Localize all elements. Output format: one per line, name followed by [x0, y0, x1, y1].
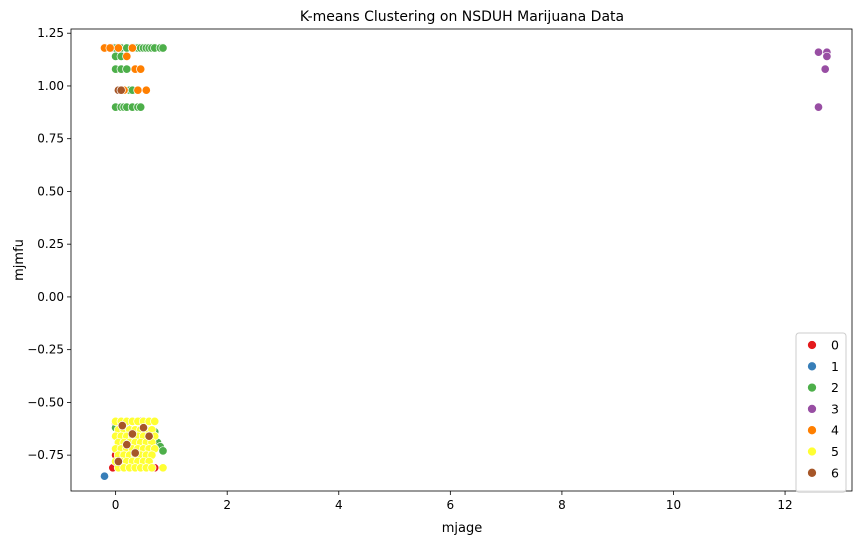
- data-point-cluster-6: [130, 448, 140, 458]
- data-point-cluster-4: [133, 85, 143, 95]
- data-point-cluster-6: [144, 431, 154, 441]
- data-point-cluster-6: [116, 85, 126, 95]
- x-axis-ticks: 0 2 4 6 8 10 12: [112, 491, 793, 512]
- y-axis-label: mjmfu: [12, 239, 27, 281]
- data-point-cluster-6: [122, 440, 132, 450]
- legend-label-4: 4: [831, 423, 839, 438]
- data-points: [99, 43, 832, 481]
- legend-marker-5: [807, 446, 817, 457]
- y-tick-label: −0.50: [27, 395, 64, 409]
- legend-label-2: 2: [831, 380, 839, 395]
- data-point-cluster-4: [136, 64, 146, 74]
- y-tick-label: 1.00: [37, 79, 64, 93]
- x-tick-label: 0: [112, 498, 120, 512]
- data-point-cluster-6: [138, 423, 149, 433]
- x-tick-label: 8: [558, 498, 566, 512]
- data-point-cluster-5: [150, 416, 160, 426]
- data-point-cluster-4: [127, 43, 137, 53]
- legend-marker-0: [807, 340, 817, 350]
- data-point-cluster-3: [813, 102, 824, 112]
- x-tick-label: 10: [666, 498, 681, 512]
- y-axis-ticks: −0.75 −0.50 −0.25 0.00 0.25 0.50 0.75 1.00 1.25: [27, 26, 71, 462]
- x-tick-label: 6: [447, 498, 455, 512]
- y-tick-label: 0.00: [37, 290, 64, 304]
- data-point-cluster-2: [136, 102, 146, 112]
- legend-marker-2: [807, 382, 817, 393]
- legend-marker-3: [807, 404, 817, 414]
- data-point-cluster-2: [158, 446, 168, 456]
- y-tick-label: 1.25: [37, 26, 64, 40]
- data-point-cluster-4: [105, 43, 115, 53]
- data-point-cluster-2: [122, 64, 132, 74]
- chart-title: K-means Clustering on NSDUH Marijuana Da…: [300, 9, 624, 25]
- legend-marker-6: [807, 467, 817, 478]
- legend-label-5: 5: [831, 444, 839, 459]
- legend-label-6: 6: [831, 465, 839, 480]
- data-point-cluster-2: [158, 43, 168, 53]
- y-tick-label: −0.25: [27, 343, 64, 357]
- y-tick-label: 0.50: [37, 184, 64, 198]
- data-point-cluster-4: [141, 85, 151, 95]
- legend-marker-4: [807, 425, 817, 436]
- legend-label-0: 0: [831, 338, 839, 353]
- data-point-cluster-6: [127, 429, 137, 439]
- data-point-cluster-1: [99, 471, 110, 481]
- x-axis-label: mjage: [442, 521, 483, 536]
- legend-marker-1: [807, 361, 817, 372]
- plot-area: [70, 28, 853, 492]
- x-tick-label: 4: [335, 498, 343, 512]
- data-point-cluster-3: [813, 47, 824, 57]
- x-tick-label: 2: [223, 498, 231, 512]
- data-point-cluster-6: [117, 421, 127, 431]
- data-point-cluster-4: [113, 43, 123, 53]
- data-point-cluster-6: [113, 456, 123, 467]
- data-point-cluster-4: [122, 51, 132, 61]
- data-point-cluster-3: [822, 51, 832, 61]
- y-tick-label: −0.75: [27, 448, 64, 462]
- data-point-cluster-5: [147, 463, 157, 473]
- data-point-cluster-3: [820, 64, 830, 74]
- y-tick-label: 0.25: [37, 237, 64, 251]
- legend-label-3: 3: [831, 401, 839, 416]
- x-tick-label: 12: [777, 498, 792, 512]
- y-tick-label: 0.75: [37, 132, 64, 146]
- legend-label-1: 1: [831, 359, 839, 374]
- legend: 0 1 2 3 4 5 6: [795, 332, 847, 493]
- data-point-cluster-5: [158, 463, 168, 473]
